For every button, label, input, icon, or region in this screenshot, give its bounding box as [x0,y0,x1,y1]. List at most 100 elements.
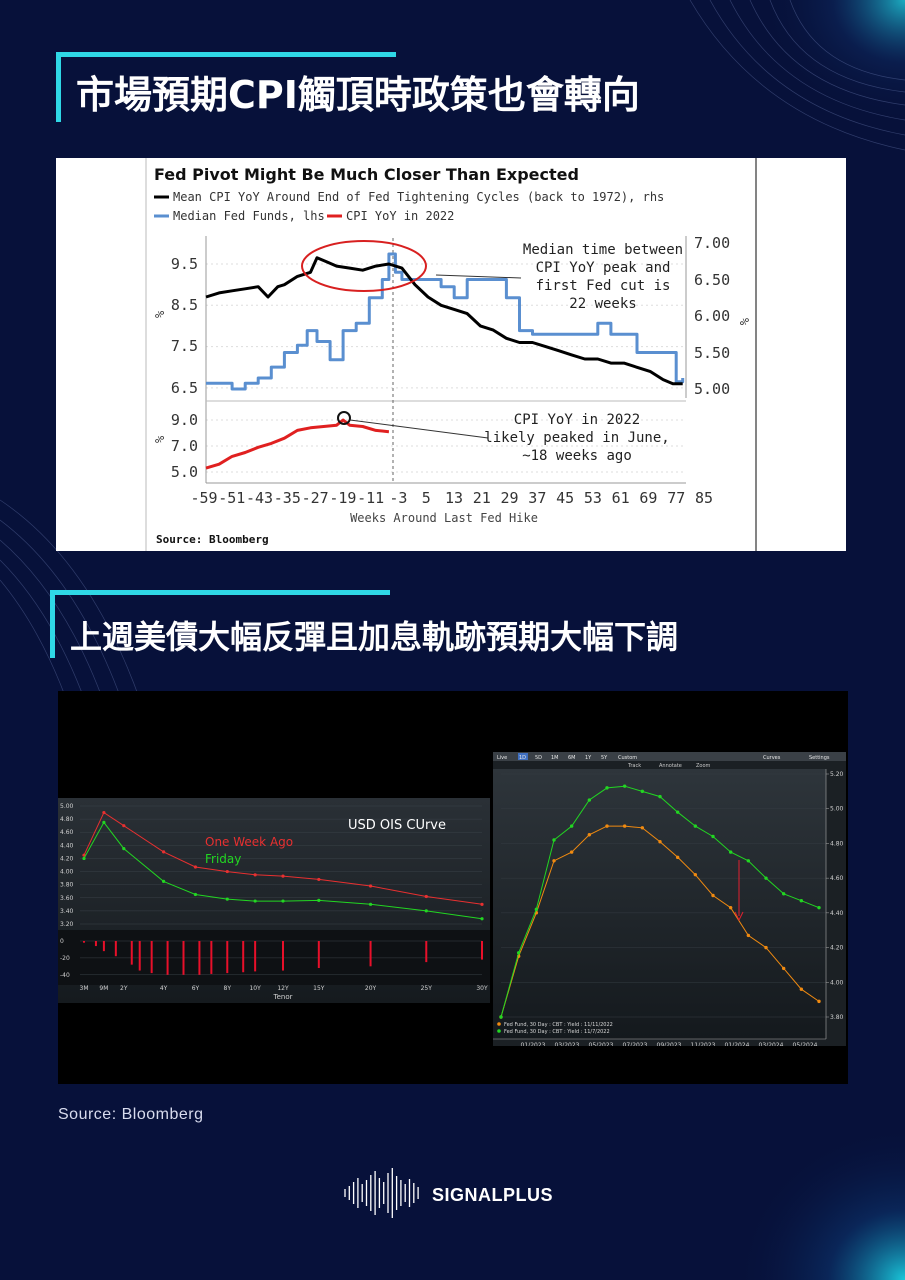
x-tick-label: 45 [556,489,574,507]
title-accent-bar-vertical [50,590,55,658]
data-point [764,945,768,950]
x-tick-label: 05/2024 [793,1042,818,1046]
x-tick-label: -43 [246,489,273,507]
logo-bars [344,1168,419,1218]
toolbar-1m[interactable]: 1M [551,755,559,761]
change-bar [94,941,97,947]
legend-blue-label: Median Fed Funds, lhs [173,209,325,223]
chart1-panel [56,158,846,551]
ois-chart-title: USD OIS CUrve [348,818,446,833]
ff-y-axis: 5.20 5.00 4.80 4.60 4.40 4.20 4.00 3.80 [830,771,844,1021]
toolbar-5y[interactable]: 5Y [601,755,608,761]
data-point [317,898,321,902]
x-tick-label: 9M [99,985,108,992]
left-tick: 5.0 [171,463,198,481]
toolbar-live[interactable]: Live [497,755,507,761]
left-tick: 7.5 [171,337,198,355]
y-tick-label: 4.40 [60,842,74,849]
chart1-series [205,252,685,470]
fed-funds-futures-chart: Live 1D 5D 1M 6M 1Y 5Y Custom Curves Set… [493,752,846,1046]
data-point [480,917,484,921]
annotation-top-line: 22 weeks [569,296,636,312]
toolbar-annotate[interactable]: Annotate [659,763,682,769]
ois-grid [80,805,482,976]
toolbar-6m[interactable]: 6M [568,755,576,761]
data-point [82,856,86,861]
legend-black-label: Mean CPI YoY Around End of Fed Tightenin… [173,190,664,204]
y-tick-label: 4.60 [830,875,844,882]
peak-circle-top [301,240,427,292]
data-point [317,877,321,882]
change-bar [102,941,105,952]
data-point [225,897,229,901]
y-tick-label: 3.20 [60,921,74,928]
x-tick-label: 01/2024 [725,1042,750,1046]
data-point [162,850,166,854]
change-bar [166,941,169,975]
left-tick: 9.5 [171,255,198,273]
toolbar-5d[interactable]: 5D [535,755,542,761]
toolbar-zoom[interactable]: Zoom [696,763,711,769]
data-point [516,951,521,955]
ff-plot-background [493,769,826,1039]
data-point [605,786,609,790]
x-tick-label: 77 [667,489,685,507]
data-point [622,784,627,788]
y-tick-label: 4.20 [60,855,74,862]
ff-toolbar-buttons: Live 1D 5D 1M 6M 1Y 5Y Custom Curves Set… [497,755,830,761]
y-tick-label: 5.20 [830,771,844,778]
x-tick-label: -3 [389,489,407,507]
change-bar [425,941,428,963]
data-point [711,834,715,839]
chart1: Fed Pivot Might Be Much Closer Than Expe… [145,158,757,551]
x-tick-label: 09/2023 [657,1042,682,1046]
chart1-x-axis: -59 -51 -43 -35 -27 -19 -11 -3 5 13 21 29 37 45 53 61 69… [190,489,713,507]
y-tick-label: 3.80 [830,1014,844,1021]
data-point [728,850,733,854]
chart1-left-axis-top: 9.5 8.5 7.5 6.5 [171,255,198,397]
down-arrow-icon [734,911,744,922]
data-point [552,859,556,863]
x-tick-label: 05/2023 [589,1042,614,1046]
right-tick: 5.50 [694,344,730,362]
annotation-bottom-pointer [349,419,489,439]
change-bar [130,941,133,965]
change-bar [138,941,141,971]
change-bar [317,941,320,969]
toolbar-custom[interactable]: Custom [618,755,637,761]
ois-x-label: Tenor [273,993,293,1001]
y-tick-label: 3.40 [60,908,74,915]
ff-series [499,784,821,1019]
title-accent-bar [56,52,396,57]
data-point [587,833,592,837]
y-tick-label: 5.00 [60,803,74,810]
x-tick-label: 69 [639,489,657,507]
toolbar-1d[interactable]: 1D [519,755,526,761]
data-point [253,899,257,903]
title-accent-bar [50,590,390,595]
legend-red-label: CPI YoY in 2022 [346,209,454,223]
y-tick-label: 4.40 [830,910,844,917]
change-bar [210,941,213,974]
left-tick: 6.5 [171,379,198,397]
data-point [728,905,733,910]
toolbar-1y[interactable]: 1Y [585,755,592,761]
annotation-top-pointer [435,274,522,279]
y-tick-label: 4.60 [60,829,74,836]
toolbar-track[interactable]: Track [627,763,641,769]
data-point [102,810,106,815]
ff-legend: Fed Fund, 30 Day : CBT : Yield : 11/11/2… [504,1022,613,1035]
ff-toolbar2: Track Annotate Zoom [627,763,711,769]
ois-bar-panel [58,930,490,985]
ois-series [82,810,484,921]
y-tick-label: 3.60 [60,895,74,902]
toolbar-settings[interactable]: Settings [809,755,830,761]
ois-legend-red: One Week Ago [205,835,293,849]
left-tick: 8.5 [171,296,198,314]
y-tick-label: 4.80 [60,816,74,823]
x-tick-label: 11/2023 [691,1042,716,1046]
toolbar-curves[interactable]: Curves [763,755,781,761]
annotation-bottom-line: ~18 weeks ago [522,448,632,464]
chart1-x-label: Weeks Around Last Fed Hike [350,511,538,525]
data-point [225,869,229,874]
